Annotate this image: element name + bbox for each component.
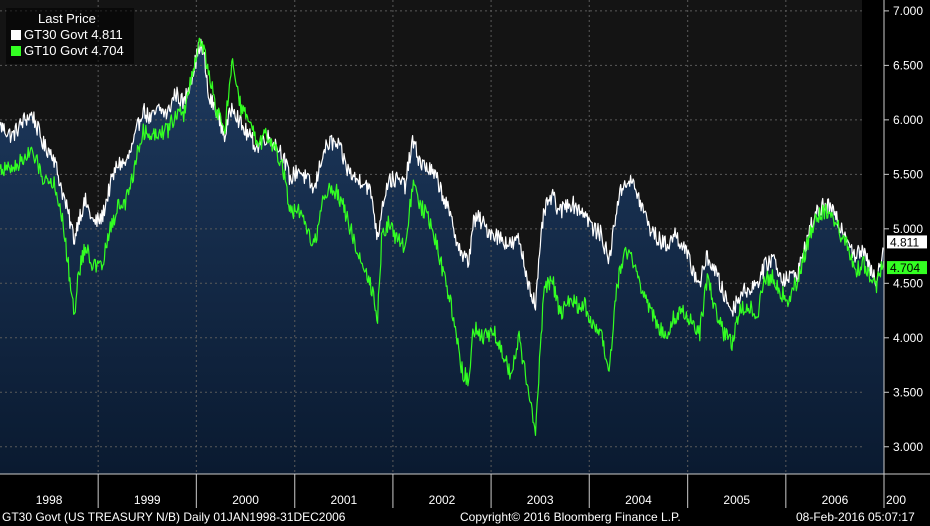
footer-timestamp: 08-Feb-2016 05:07:17 (796, 510, 915, 524)
last-price-tag-label-gt30: 4.811 (890, 235, 919, 249)
x-tick-label: 2002 (429, 493, 456, 507)
y-tick-label: 4.500 (893, 276, 923, 290)
footer-copyright: Copyright© 2016 Bloomberg Finance L.P. (460, 510, 681, 524)
y-tick-label: 7.000 (893, 4, 923, 18)
price-chart: 3.000 3.500 4.000 4.500 5.000 5.500 6.000 6.500… (0, 0, 930, 508)
x-tick-label: 2005 (723, 493, 750, 507)
last-price-tag-label-gt10: 4.704 (890, 261, 920, 275)
legend-swatch-gt30 (11, 30, 21, 40)
legend-item-gt10: GT10 Govt 4.704 (6, 43, 134, 59)
x-tick-label: 1999 (134, 493, 161, 507)
x-tick-label: 2004 (625, 493, 652, 507)
y-tick-label: 5.500 (893, 167, 923, 181)
legend-label-gt10: GT10 Govt (24, 43, 88, 58)
y-tick-label: 6.000 (893, 113, 923, 127)
footer-bar: GT30 Govt (US TREASURY N/B) Daily 01JAN1… (0, 509, 930, 526)
legend-swatch-gt10 (11, 46, 21, 56)
footer-security-info: GT30 Govt (US TREASURY N/B) Daily 01JAN1… (2, 510, 346, 524)
legend-title: Last Price (38, 11, 96, 26)
x-tick-label: 200 (886, 493, 906, 507)
x-tick-label: 2006 (822, 493, 849, 507)
legend-label-gt30: GT30 Govt (24, 27, 88, 42)
y-tick-label: 6.500 (893, 58, 923, 72)
y-tick-label: 3.500 (893, 385, 923, 399)
legend-item-gt30: GT30 Govt 4.811 (6, 27, 134, 43)
legend-value-gt10: 4.704 (91, 43, 124, 58)
y-tick-label: 4.000 (893, 331, 923, 345)
legend-value-gt30: 4.811 (91, 27, 123, 42)
x-tick-label: 2001 (330, 493, 357, 507)
series-line-gt10 (0, 37, 885, 436)
x-tick-label: 2000 (232, 493, 259, 507)
y-tick-label: 3.000 (893, 440, 923, 454)
legend: Last Price GT30 Govt 4.811 GT10 Govt 4.7… (6, 8, 134, 64)
last-price-tag-gt30 (887, 235, 927, 249)
x-tick-label: 2003 (527, 493, 554, 507)
x-tick-label: 1998 (36, 493, 63, 507)
last-price-tag-gt10 (887, 261, 927, 275)
y-tick-label: 5.000 (893, 222, 923, 236)
series-line-gt30 (0, 38, 885, 317)
